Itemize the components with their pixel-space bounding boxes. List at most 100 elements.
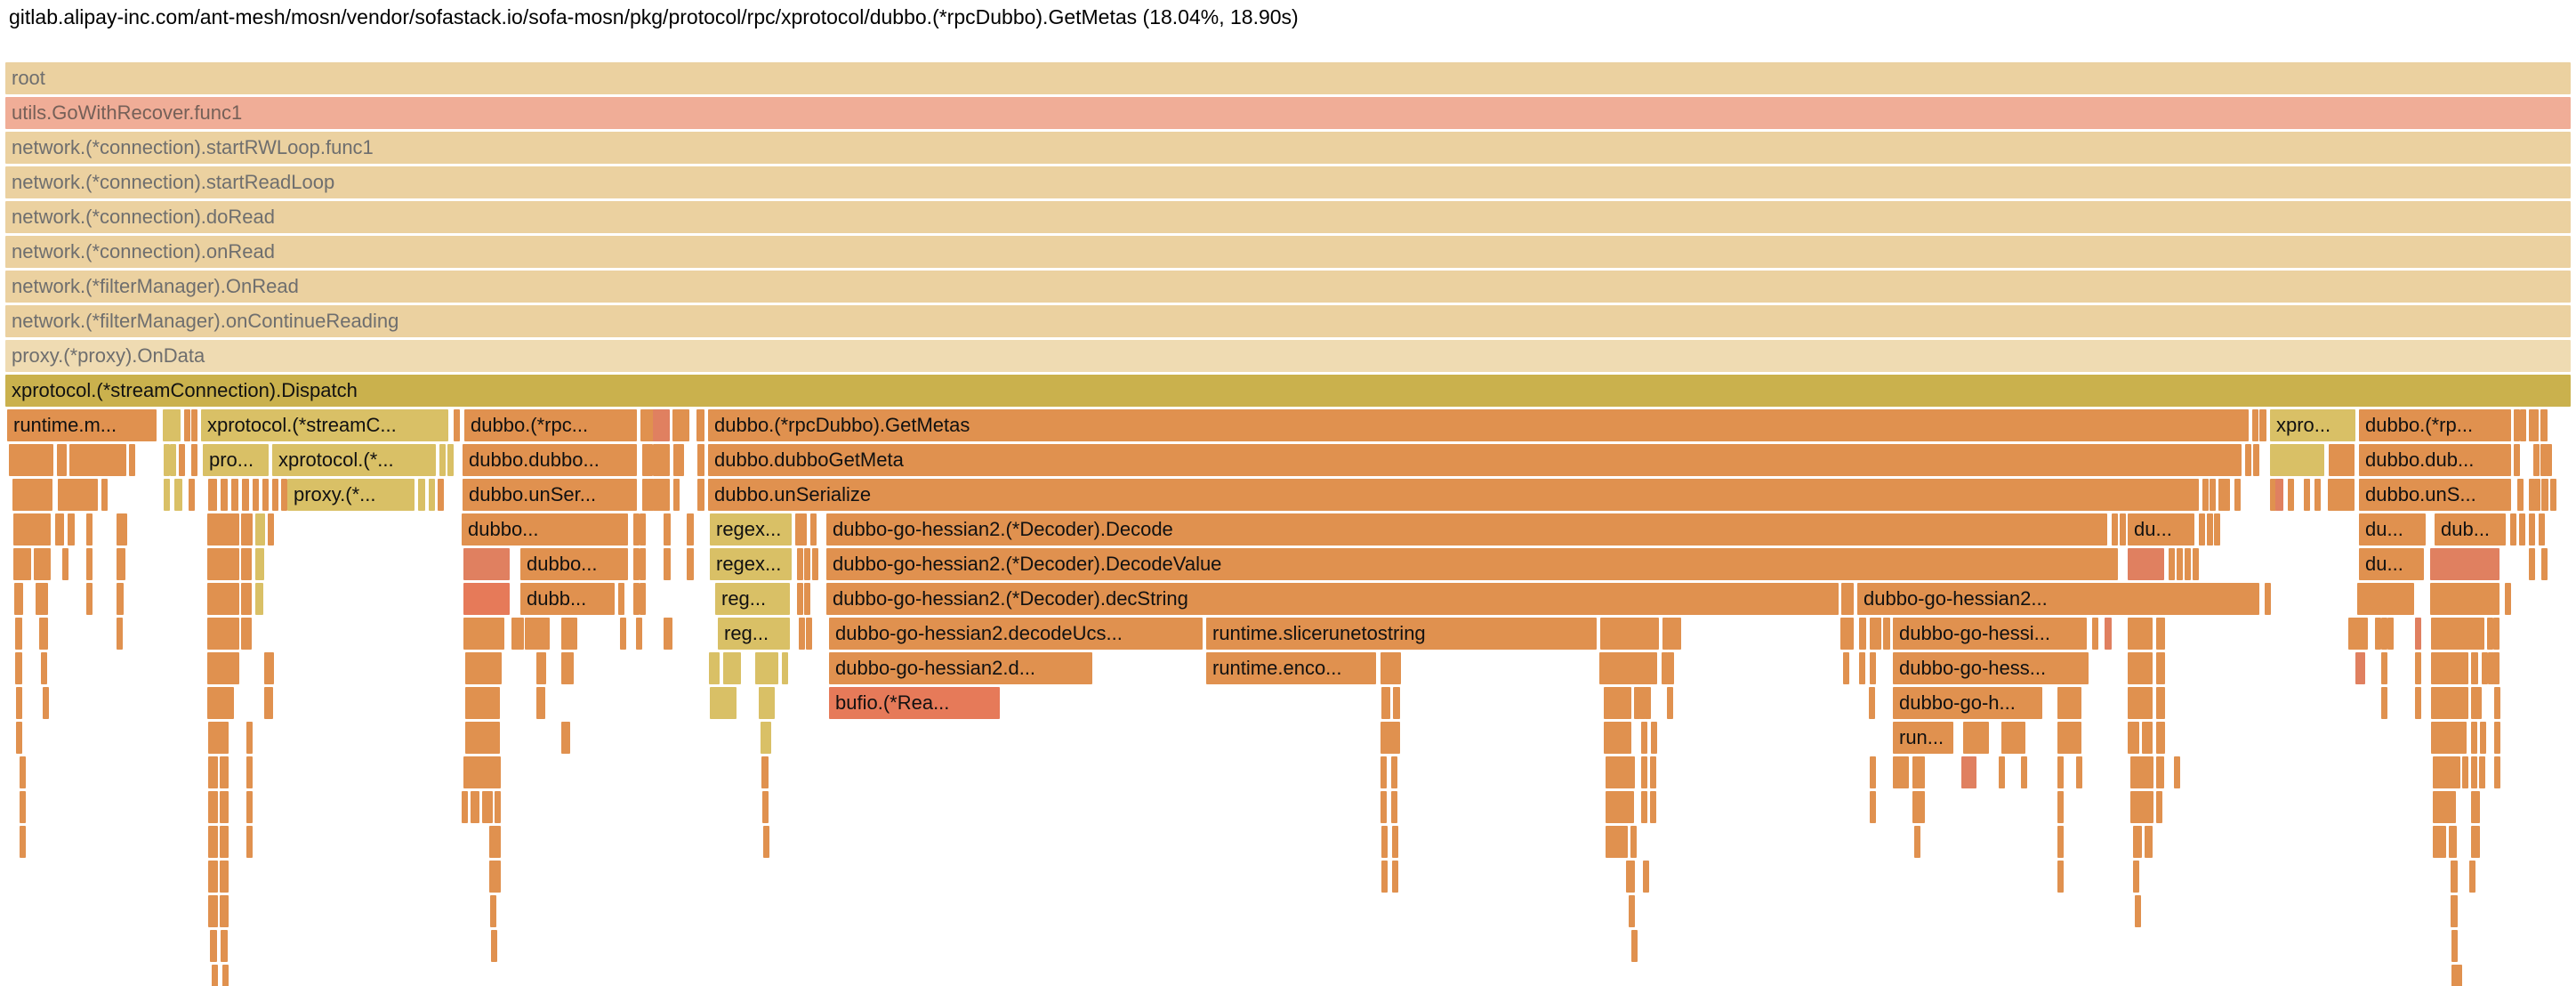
flame-frame[interactable]: dubbo-go-h... — [1893, 687, 2042, 719]
flame-frame[interactable] — [759, 687, 775, 719]
flame-frame[interactable] — [482, 791, 493, 823]
flame-frame[interactable]: pro... — [203, 444, 269, 476]
flame-frame[interactable] — [680, 409, 686, 441]
flame-frame[interactable] — [1870, 756, 1876, 788]
flame-frame[interactable] — [55, 513, 64, 546]
flame-frame[interactable] — [2471, 652, 2478, 684]
flame-frame[interactable] — [2471, 756, 2477, 788]
flame-frame[interactable] — [2431, 618, 2484, 650]
flame-frame[interactable] — [2449, 826, 2457, 858]
flame-frame[interactable] — [1963, 722, 1989, 754]
flame-frame[interactable]: xprotocol.(*streamC... — [201, 409, 448, 441]
flame-frame[interactable] — [1629, 895, 1635, 927]
flame-frame[interactable] — [2145, 826, 2153, 858]
flame-frame[interactable] — [2462, 756, 2468, 788]
flame-frame[interactable] — [438, 479, 444, 511]
flame-frame[interactable] — [2174, 756, 2180, 788]
flame-frame[interactable] — [2185, 548, 2191, 580]
flame-frame[interactable] — [2328, 479, 2355, 511]
flame-frame[interactable] — [2355, 652, 2365, 684]
flame-frame[interactable] — [1381, 826, 1388, 858]
flame-frame[interactable] — [2529, 513, 2535, 546]
flame-frame[interactable] — [2546, 444, 2552, 476]
flame-frame[interactable] — [653, 409, 670, 441]
flame-frame[interactable] — [13, 548, 31, 580]
flame-frame[interactable] — [465, 722, 500, 754]
flame-frame[interactable] — [447, 444, 454, 476]
flame-frame[interactable] — [9, 444, 53, 476]
flame-frame[interactable] — [207, 652, 239, 684]
flame-frame[interactable] — [2493, 618, 2500, 650]
flame-frame[interactable] — [117, 548, 125, 580]
flame-frame[interactable] — [810, 513, 817, 546]
flame-frame[interactable] — [208, 479, 217, 511]
flame-frame[interactable] — [2430, 583, 2500, 615]
flame-frame[interactable] — [620, 618, 626, 650]
flame-frame[interactable]: network.(*connection).startRWLoop.func1 — [5, 132, 2571, 164]
flame-frame[interactable]: dubbo.unS... — [2359, 479, 2511, 511]
flame-frame[interactable] — [255, 513, 265, 546]
flame-frame[interactable]: dubbo-go-hessian2.(*Decoder).Decode — [826, 513, 2107, 546]
flame-frame[interactable] — [2471, 826, 2480, 858]
flame-frame[interactable] — [1883, 618, 1890, 650]
flame-frame[interactable] — [2130, 791, 2153, 823]
flame-frame[interactable] — [2142, 722, 2153, 754]
flame-frame[interactable] — [797, 583, 803, 615]
flame-frame[interactable] — [34, 548, 51, 580]
flame-frame[interactable]: dubbo.(*rpc... — [464, 409, 637, 441]
flame-frame[interactable]: dubbo... — [520, 548, 628, 580]
flame-frame[interactable] — [1606, 791, 1634, 823]
flame-frame[interactable] — [2234, 479, 2241, 511]
flame-frame[interactable] — [12, 479, 52, 511]
flame-frame[interactable] — [636, 618, 642, 650]
flame-frame[interactable] — [255, 583, 263, 615]
flame-frame[interactable] — [640, 409, 647, 441]
flame-frame[interactable] — [86, 583, 93, 615]
flame-frame[interactable] — [2133, 861, 2139, 893]
flame-frame[interactable] — [1870, 652, 1876, 684]
flame-frame[interactable] — [15, 652, 22, 684]
flame-frame[interactable] — [2510, 513, 2516, 546]
flame-frame[interactable] — [191, 444, 197, 476]
flame-frame[interactable] — [653, 444, 670, 476]
flame-frame[interactable] — [489, 826, 501, 858]
flame-frame[interactable] — [1381, 791, 1387, 823]
flame-frame[interactable]: du... — [2359, 548, 2424, 580]
flame-frame[interactable] — [208, 895, 218, 927]
flame-frame[interactable] — [2451, 965, 2458, 986]
flame-frame[interactable] — [15, 618, 22, 650]
flame-frame[interactable] — [429, 479, 435, 511]
flame-frame[interactable]: dubbo.(*rpcDubbo).GetMetas — [708, 409, 2249, 441]
flame-frame[interactable] — [755, 652, 778, 684]
flame-frame[interactable] — [2214, 513, 2220, 546]
flame-frame[interactable] — [525, 618, 550, 650]
flame-frame[interactable] — [164, 444, 170, 476]
flame-frame[interactable] — [1604, 687, 1631, 719]
flame-frame[interactable] — [673, 444, 680, 476]
flame-frame[interactable] — [2128, 618, 2153, 650]
flame-frame[interactable] — [2529, 409, 2539, 441]
flame-frame[interactable] — [41, 652, 47, 684]
flame-frame[interactable] — [696, 409, 704, 441]
flame-frame[interactable] — [43, 687, 49, 719]
flame-frame[interactable] — [16, 722, 22, 754]
flame-frame[interactable] — [1393, 687, 1400, 719]
flame-frame[interactable] — [255, 548, 264, 580]
flame-frame[interactable] — [463, 618, 504, 650]
flame-frame[interactable] — [1604, 722, 1631, 754]
flame-frame[interactable] — [2494, 687, 2500, 719]
flame-frame[interactable] — [633, 513, 640, 546]
flame-frame[interactable] — [2451, 895, 2458, 927]
flame-frame[interactable] — [220, 895, 229, 927]
flame-frame[interactable]: dubbo.(*rp... — [2359, 409, 2511, 441]
flame-frame[interactable] — [189, 479, 195, 511]
flame-frame[interactable] — [208, 826, 218, 858]
flame-frame[interactable] — [687, 513, 694, 546]
flame-frame[interactable]: dubbo.unSerialize — [708, 479, 2199, 511]
flame-frame[interactable] — [490, 895, 496, 927]
flame-frame[interactable] — [2493, 652, 2500, 684]
flame-frame[interactable] — [2156, 791, 2162, 823]
flame-frame[interactable] — [664, 513, 671, 546]
flame-frame[interactable] — [672, 409, 679, 441]
flame-frame[interactable] — [1840, 618, 1854, 650]
